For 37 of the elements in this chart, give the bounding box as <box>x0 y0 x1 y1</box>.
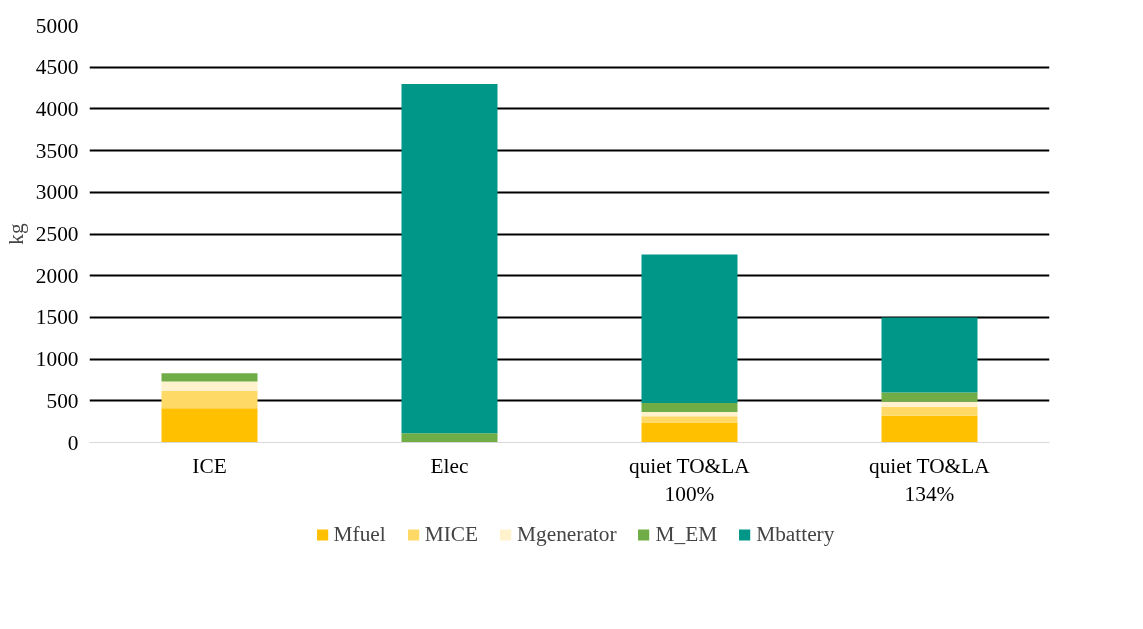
bar <box>881 317 978 393</box>
y-tick-label: 1500 <box>35 305 79 330</box>
bar <box>161 381 258 391</box>
y-axis-title: kg <box>3 223 28 245</box>
bar <box>401 433 498 443</box>
bar <box>641 254 738 403</box>
bar <box>641 402 738 413</box>
bar <box>641 416 738 423</box>
legend-label: Mfuel <box>333 521 386 547</box>
legend-label: Mgenerator <box>517 521 617 547</box>
y-tick-label: 0 <box>67 430 79 455</box>
y-tick-label: 3500 <box>35 138 79 163</box>
legend-label: MICE <box>424 521 479 547</box>
bar <box>881 392 978 402</box>
y-tick-label: 4500 <box>35 55 79 80</box>
bar <box>401 83 498 434</box>
legend-label: M_EM <box>655 521 718 547</box>
y-tick-label: 2500 <box>35 222 79 246</box>
bar <box>641 412 738 417</box>
x-tick-label: quiet TO&LA 100% <box>628 453 751 507</box>
y-tick-label: 2000 <box>35 263 79 288</box>
legend-label: Mbattery <box>756 521 835 547</box>
bar <box>161 390 258 409</box>
bar <box>881 406 978 416</box>
x-tick-label: quiet TO&LA 134% <box>868 453 991 507</box>
bar <box>881 401 978 407</box>
bar <box>641 422 738 443</box>
y-tick-label: 5000 <box>35 13 79 38</box>
x-tick-label: ICE <box>192 453 227 478</box>
y-tick-label: 4000 <box>35 96 79 121</box>
bar <box>161 408 258 443</box>
bar <box>161 373 258 382</box>
y-tick-label: 500 <box>46 388 79 413</box>
y-tick-label: 3000 <box>35 180 79 205</box>
y-tick-label: 1000 <box>35 347 79 372</box>
bar <box>881 415 978 443</box>
x-tick-label: Elec <box>430 453 469 478</box>
